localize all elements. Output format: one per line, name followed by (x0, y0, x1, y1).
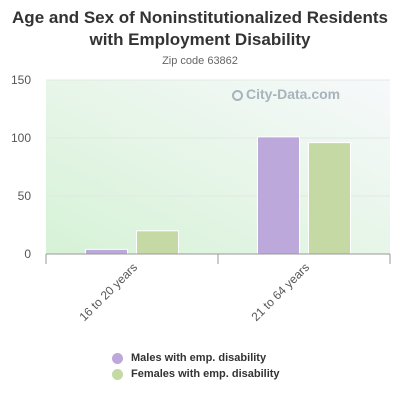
chart-subtitle: Zip code 63862 (162, 55, 238, 67)
bar-females-1 (308, 142, 351, 255)
y-tick-label: 100 (11, 131, 31, 145)
watermark-text: City-Data.com (246, 86, 341, 102)
legend: Males with emp. disability Females with … (112, 350, 280, 382)
bar-females-0 (136, 230, 179, 255)
y-tick-label: 0 (24, 247, 31, 261)
legend-label-males: Males with emp. disability (131, 352, 267, 364)
bar-males-0 (85, 248, 128, 255)
magnifier-icon (232, 90, 243, 101)
y-tick-label: 50 (18, 189, 32, 203)
legend-item-females: Females with emp. disability (112, 366, 280, 382)
y-tick-label: 150 (11, 73, 31, 87)
x-tick-label: 16 to 20 years (76, 260, 140, 324)
legend-label-females: Females with emp. disability (131, 368, 280, 380)
bar-males-1 (257, 136, 300, 255)
legend-swatch-males (112, 352, 123, 364)
watermark: City-Data.com (232, 86, 340, 102)
legend-swatch-females (112, 368, 123, 380)
chart-title: Age and Sex of Noninstitutionalized Resi… (12, 8, 388, 49)
x-tick-label: 21 to 64 years (248, 260, 312, 324)
legend-item-males: Males with emp. disability (112, 350, 280, 366)
